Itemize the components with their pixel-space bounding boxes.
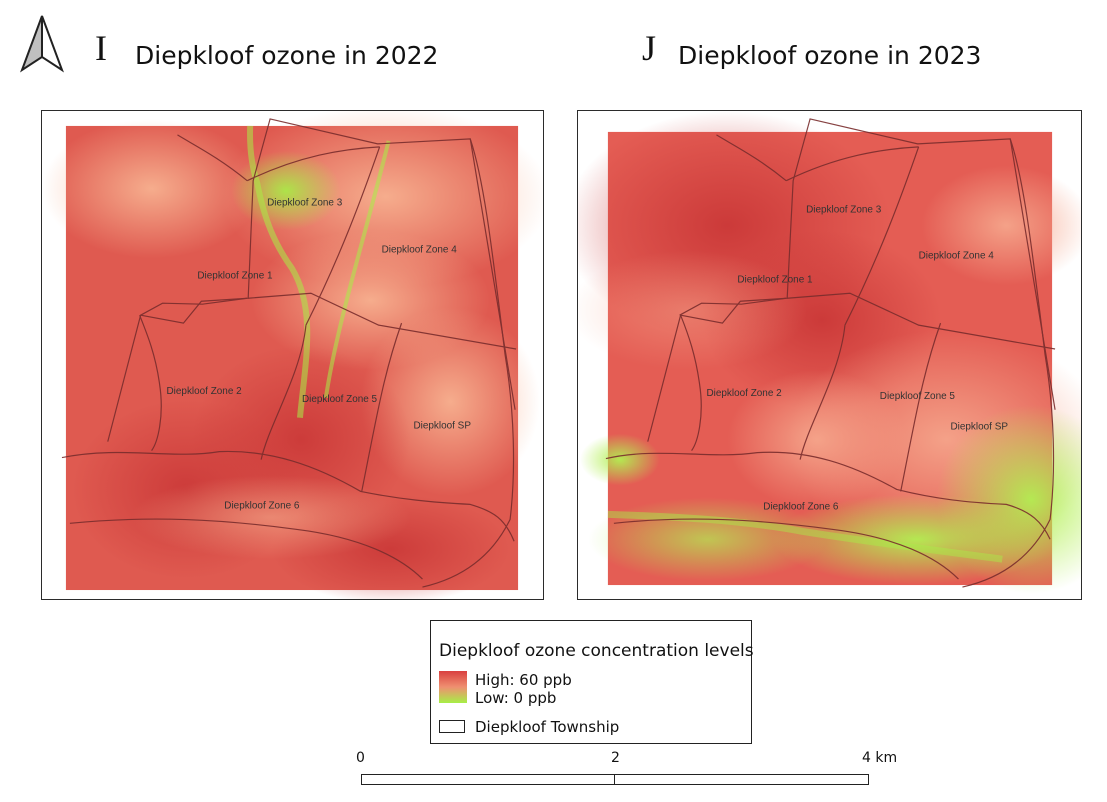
panel-j-zone-5-label: Diepkloof Zone 5 <box>880 391 956 402</box>
ozone-map-2023: Diepkloof Zone 3 Diepkloof Zone 4 Diepkl… <box>578 111 1081 594</box>
panel-i-zone-2-label: Diepkloof Zone 2 <box>167 386 243 397</box>
legend-boundary-label: Diepkloof Township <box>475 718 620 736</box>
north-arrow-icon <box>20 15 64 73</box>
legend-low-label: Low: 0 ppb <box>475 689 557 707</box>
panel-j-zone-2-label: Diepkloof Zone 2 <box>707 388 783 399</box>
panel-i-zone-4-label: Diepkloof Zone 4 <box>382 244 458 255</box>
scale-label-4km: 4 km <box>862 750 898 766</box>
map-panel-j: Diepkloof Zone 3 Diepkloof Zone 4 Diepkl… <box>577 110 1082 600</box>
scale-bar-segment-2 <box>615 775 868 784</box>
panel-j-zone-4-label: Diepkloof Zone 4 <box>919 250 995 261</box>
panel-j-sp-label: Diepkloof SP <box>951 422 1009 433</box>
panel-j-letter: J <box>642 28 657 68</box>
panel-i-title: Diepkloof ozone in 2022 <box>135 41 439 70</box>
panel-j-zone-1-label: Diepkloof Zone 1 <box>737 274 813 285</box>
panel-j-title: Diepkloof ozone in 2023 <box>678 41 982 70</box>
panel-i-letter: I <box>95 28 107 68</box>
scale-label-2: 2 <box>611 750 620 766</box>
panel-i-sp-label: Diepkloof SP <box>414 421 472 432</box>
panel-i-zone-6-label: Diepkloof Zone 6 <box>224 500 300 511</box>
township-boundary-swatch <box>439 720 465 733</box>
scale-bar-segment-1 <box>362 775 615 784</box>
panel-j-zone-6-label: Diepkloof Zone 6 <box>763 501 839 512</box>
map-legend: Diepkloof ozone concentration levels Hig… <box>430 620 754 744</box>
ozone-map-2022: Diepkloof Zone 3 Diepkloof Zone 4 Diepkl… <box>42 111 543 599</box>
panel-i-zone-1-label: Diepkloof Zone 1 <box>197 270 273 281</box>
legend-title: Diepkloof ozone concentration levels <box>439 641 754 661</box>
panel-i-zone-3-label: Diepkloof Zone 3 <box>267 198 343 209</box>
ozone-color-ramp <box>439 671 467 703</box>
legend-high-label: High: 60 ppb <box>475 671 572 689</box>
scale-label-0: 0 <box>356 750 365 766</box>
panel-i-zone-5-label: Diepkloof Zone 5 <box>302 394 378 405</box>
panel-j-zone-3-label: Diepkloof Zone 3 <box>806 205 882 216</box>
map-panel-i: Diepkloof Zone 3 Diepkloof Zone 4 Diepkl… <box>41 110 544 600</box>
scale-bar <box>361 774 869 785</box>
